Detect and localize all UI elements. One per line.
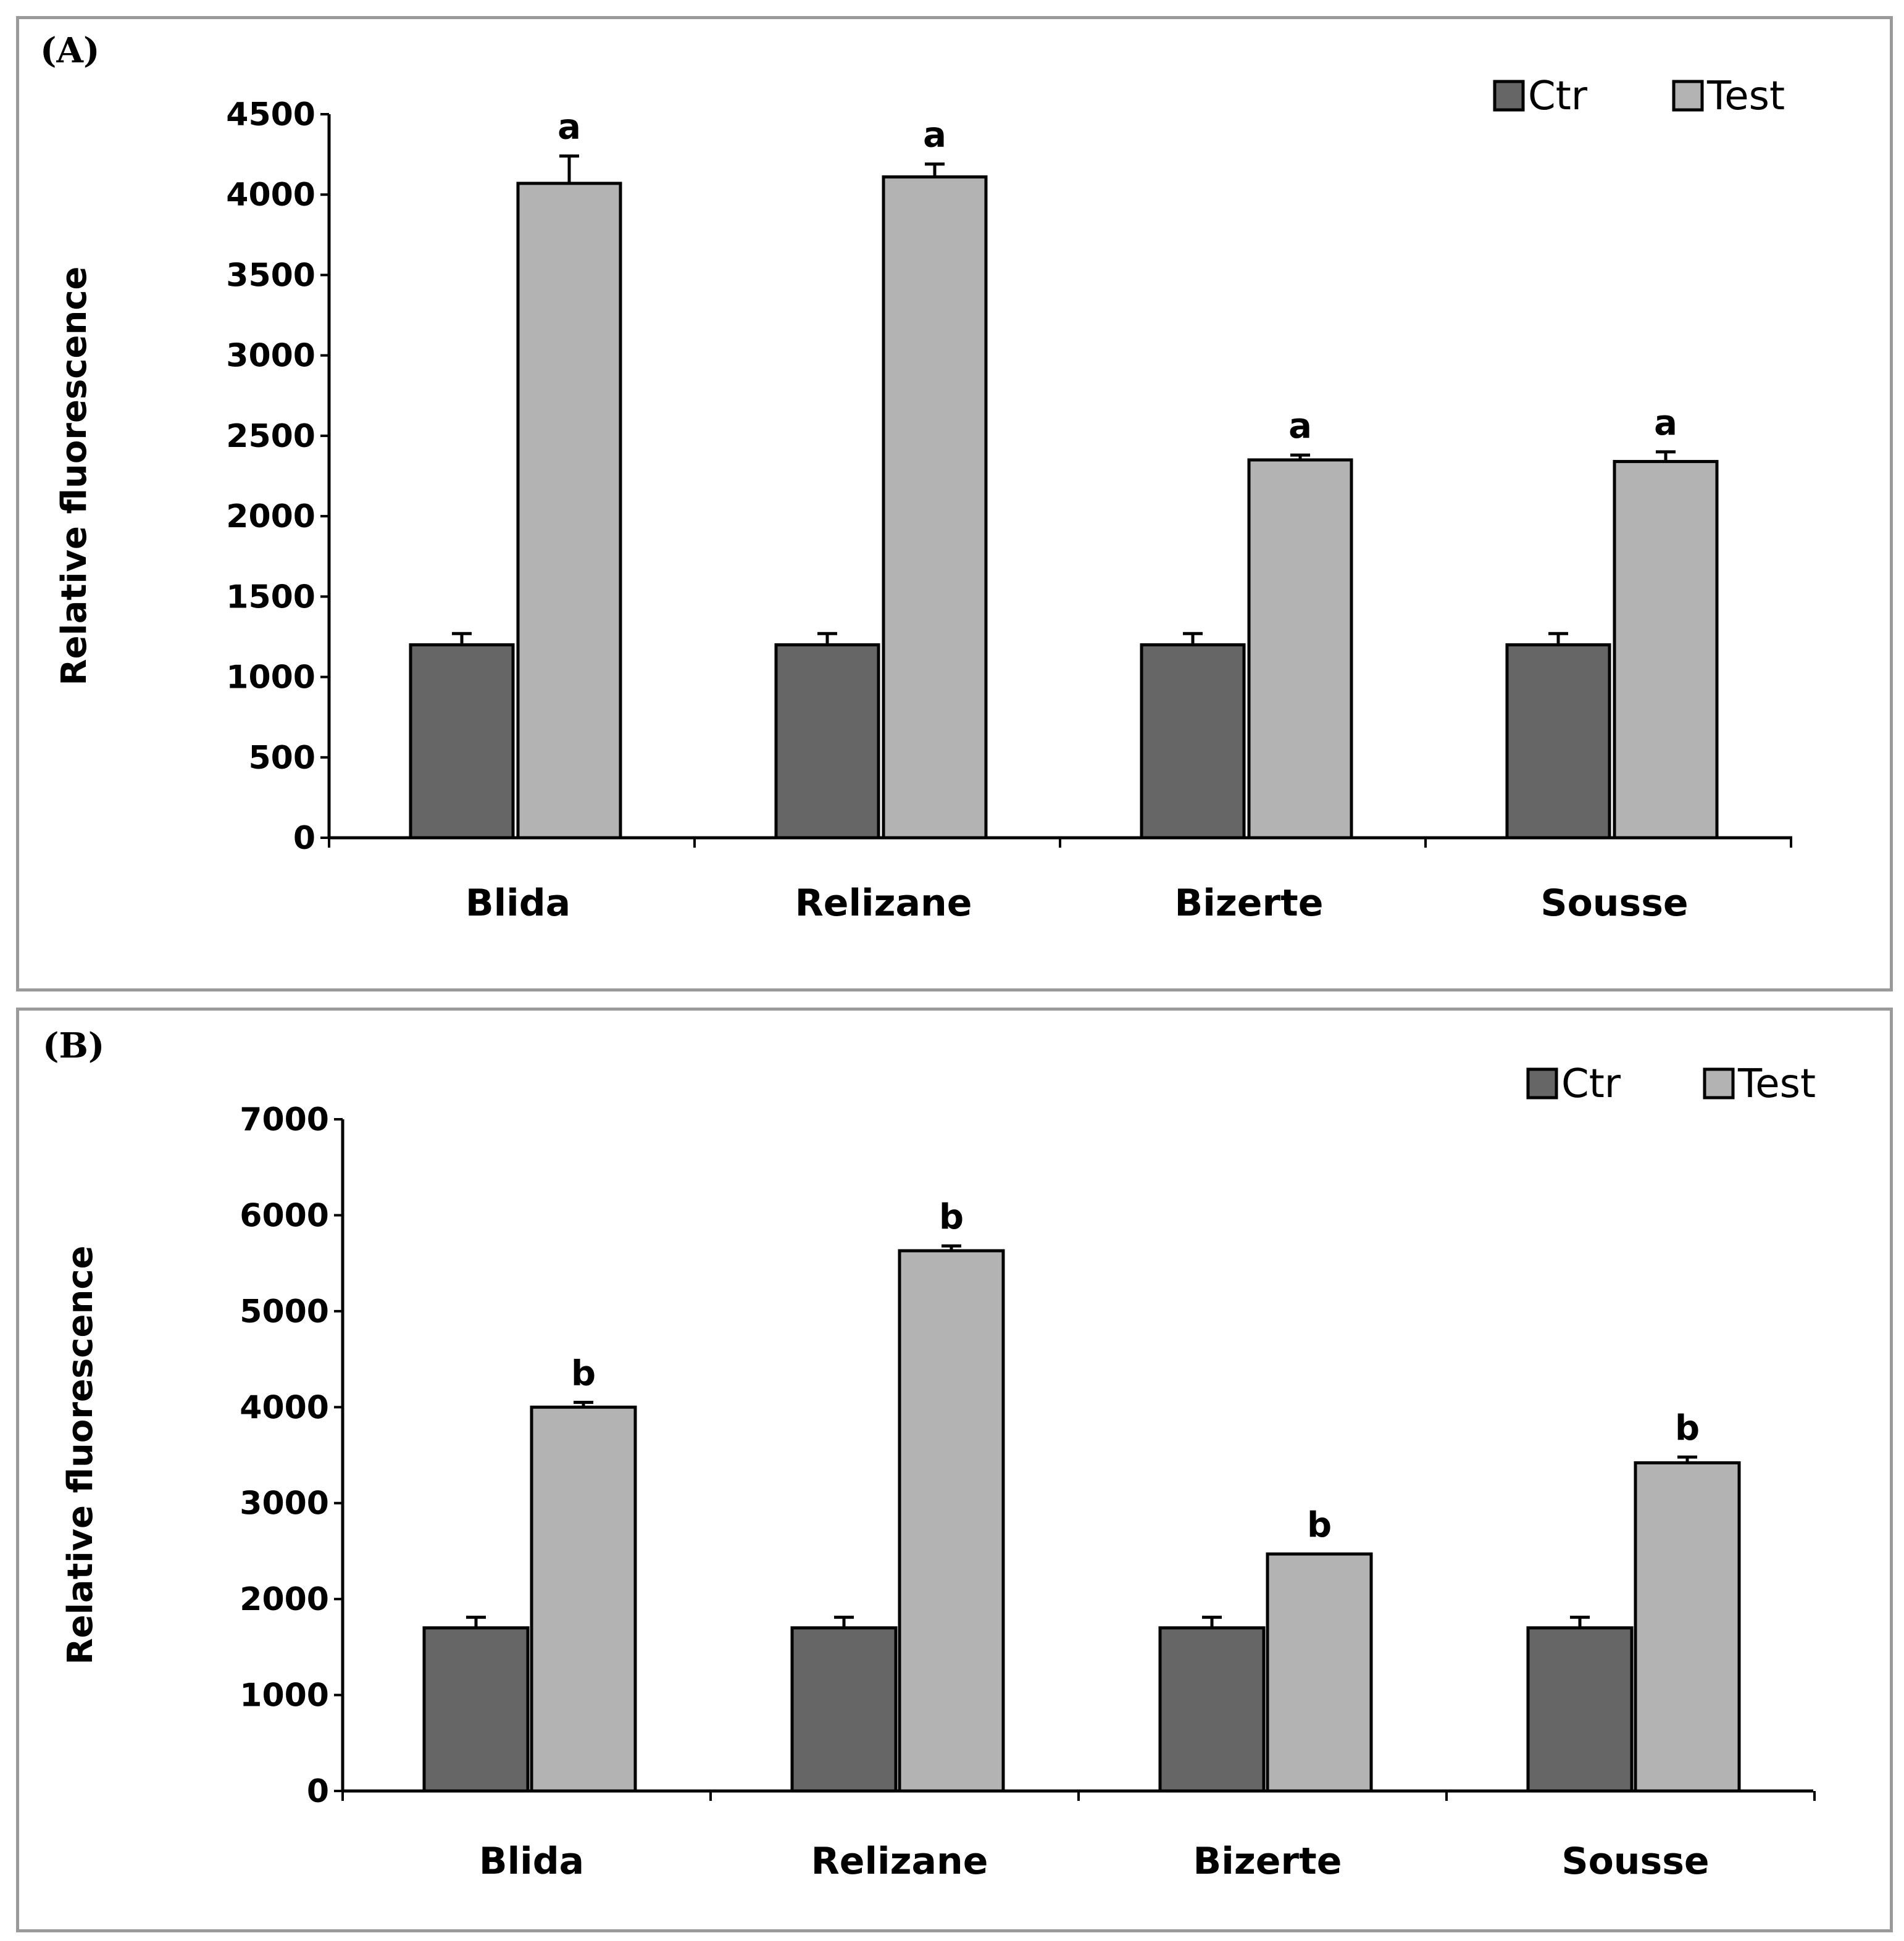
bar-ctr-relizane (774, 643, 880, 840)
x-category-label: Sousse (1561, 1840, 1709, 1883)
y-tick-label: 2000 (226, 498, 315, 535)
bar-test-blida (530, 1405, 637, 1793)
bar-ctr-bizerte (1140, 643, 1246, 840)
significance-label: b (939, 1197, 964, 1237)
y-tick-label: 3500 (226, 257, 315, 294)
y-tick-label: 7000 (240, 1101, 329, 1138)
x-category-label: Blida (466, 882, 570, 925)
y-tick-label: 4000 (240, 1389, 329, 1426)
legend-swatch-ctr (1493, 80, 1525, 112)
significance-label: a (1288, 406, 1312, 446)
significance-label: b (571, 1354, 596, 1394)
bar-test-relizane (898, 1249, 1005, 1793)
bar-test-blida (516, 182, 622, 840)
y-tick-label: 6000 (240, 1197, 329, 1234)
legend-swatch-ctr (1526, 1067, 1558, 1100)
bar-chart-b: (B) 0 1000 2000 3000 4000 5000 6000 7000 Relative… (43, 1025, 1816, 1883)
y-tick-label: 3000 (226, 338, 315, 375)
significance-label: a (1654, 403, 1677, 443)
x-category-label: Bizerte (1175, 882, 1324, 925)
bar-test-sousse (1634, 1461, 1741, 1793)
bar-test-bizerte (1266, 1552, 1373, 1793)
y-tick-label: 0 (307, 1773, 329, 1810)
bar-ctr-sousse (1505, 643, 1611, 840)
x-category-label: Bizerte (1193, 1840, 1342, 1883)
x-category-label: Blida (479, 1840, 584, 1883)
panel-label: (A) (40, 30, 99, 71)
y-axis-label: Relative fluorescence (61, 1245, 101, 1664)
legend-label-test: Test (1737, 1061, 1816, 1107)
y-tick-label: 2000 (240, 1581, 329, 1618)
x-category-label: Relizane (795, 882, 972, 925)
legend-label-test: Test (1706, 73, 1785, 119)
bar-ctr-blida (422, 1626, 530, 1793)
y-tick-label: 2500 (226, 418, 315, 455)
chart-panel-b: (B) 0 1000 2000 3000 4000 5000 6000 7000 Relative… (16, 1008, 1893, 1932)
bar-ctr-bizerte (1158, 1626, 1266, 1793)
y-tick-label: 500 (248, 740, 315, 777)
significance-label: a (557, 107, 581, 148)
y-tick-label: 3000 (240, 1485, 329, 1522)
legend-swatch-test (1703, 1067, 1735, 1100)
legend-label-ctr: Ctr (1528, 73, 1588, 119)
legend-swatch-test (1672, 80, 1704, 112)
bar-ctr-relizane (790, 1626, 898, 1793)
y-tick-label: 5000 (240, 1293, 329, 1330)
y-tick-label: 1000 (240, 1677, 329, 1714)
y-tick-label: 1500 (226, 578, 315, 616)
bar-ctr-blida (409, 643, 515, 840)
significance-label: a (923, 115, 946, 156)
significance-label: b (1675, 1408, 1700, 1448)
bar-test-relizane (882, 175, 988, 840)
panel-label: (B) (43, 1025, 104, 1066)
bar-test-sousse (1613, 460, 1719, 840)
y-tick-label: 1000 (226, 659, 315, 696)
bar-test-bizerte (1247, 458, 1353, 840)
y-tick-label: 4000 (226, 177, 315, 214)
bar-chart-a: (A) 0 500 1000 1500 2000 2500 3000 3500 4000 4500 R… (40, 30, 1792, 925)
chart-panel-a: (A) 0 500 1000 1500 2000 2500 3000 3500 4000 4500 R… (16, 16, 1893, 991)
x-category-label: Relizane (811, 1840, 988, 1883)
bar-ctr-sousse (1526, 1626, 1634, 1793)
x-category-label: Sousse (1540, 882, 1688, 925)
legend-label-ctr: Ctr (1561, 1061, 1621, 1107)
significance-label: b (1307, 1505, 1332, 1545)
y-axis-label: Relative fluorescence (54, 266, 94, 685)
y-tick-label: 4500 (226, 96, 315, 133)
y-tick-label: 0 (293, 820, 315, 857)
